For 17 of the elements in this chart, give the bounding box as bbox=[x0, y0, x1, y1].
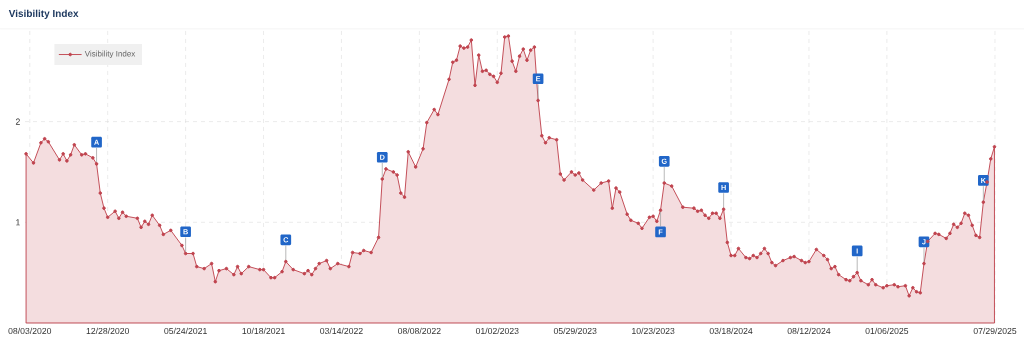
x-tick-label: 10/18/2021 bbox=[242, 327, 285, 335]
x-tick-label: 08/08/2022 bbox=[398, 327, 441, 335]
x-tick-label: 07/29/2025 bbox=[973, 327, 1017, 335]
x-tick-label: 12/28/2020 bbox=[86, 327, 130, 335]
x-tick-label: 03/14/2022 bbox=[320, 327, 363, 335]
y-tick-label: 2 bbox=[15, 118, 20, 125]
x-tick-label: 08/12/2024 bbox=[787, 327, 831, 335]
legend-label: Visibility Index bbox=[84, 50, 136, 59]
x-tick-label: 08/03/2020 bbox=[8, 327, 52, 335]
x-tick-label: 01/06/2025 bbox=[865, 327, 909, 335]
x-tick-label: 10/23/2023 bbox=[632, 327, 675, 335]
y-tick-label: 1 bbox=[16, 219, 20, 226]
x-tick-label: 05/29/2023 bbox=[553, 327, 597, 335]
x-tick-label: 01/02/2023 bbox=[475, 327, 519, 335]
x-tick-label: 03/18/2024 bbox=[709, 327, 753, 335]
x-tick-label: 05/24/2021 bbox=[164, 327, 207, 335]
chart-title: Visibility Index bbox=[8, 9, 79, 19]
